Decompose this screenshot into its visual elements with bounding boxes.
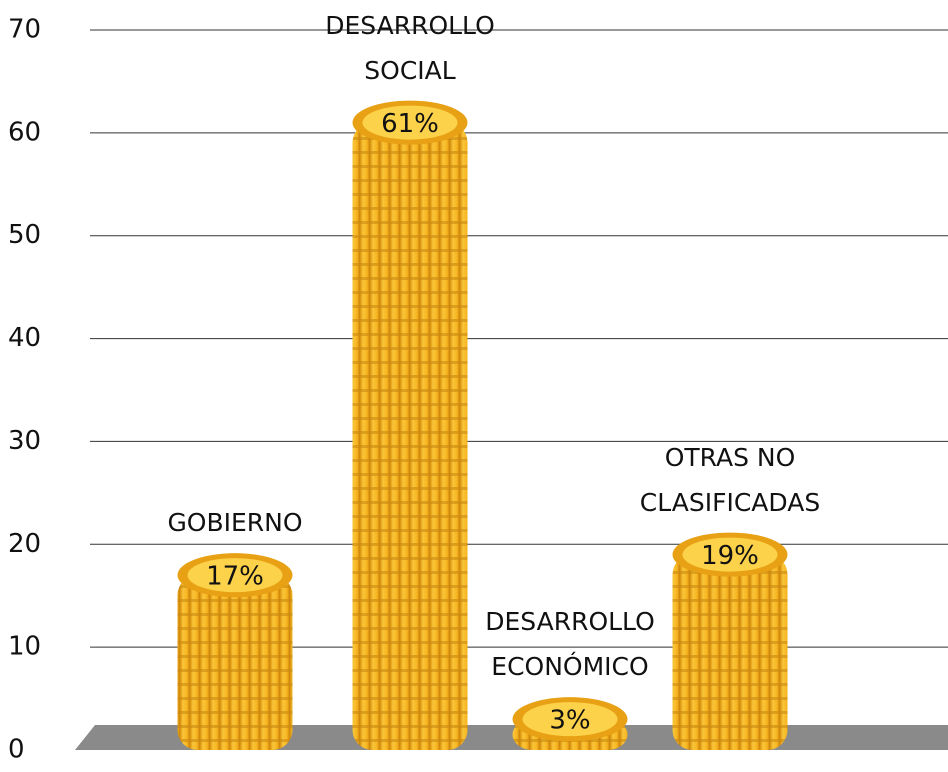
- category-label: DESARROLLO ECONÓMICO: [485, 607, 655, 682]
- y-tick-label: 10: [8, 632, 41, 662]
- value-label: 19%: [701, 541, 759, 571]
- coin-stack: [352, 122, 468, 751]
- y-tick-label: 70: [8, 15, 41, 45]
- coin-stack: [177, 575, 293, 750]
- coin-face: [362, 105, 458, 140]
- value-label: 3%: [549, 706, 590, 736]
- y-tick-label: 50: [8, 220, 41, 250]
- value-label: 61%: [381, 109, 439, 139]
- coin-face: [522, 702, 618, 737]
- coin-face: [187, 558, 283, 593]
- coin-stack: [672, 554, 788, 750]
- y-tick-label: 20: [8, 529, 41, 559]
- y-tick-label: 60: [8, 117, 41, 147]
- y-tick-label: 40: [8, 323, 41, 353]
- value-label: 17%: [206, 562, 264, 592]
- y-tick-label: 30: [8, 426, 41, 456]
- category-label: GOBIERNO: [167, 508, 303, 538]
- y-tick-label: 0: [8, 735, 25, 765]
- coin-face: [682, 537, 778, 572]
- category-label: DESARROLLO SOCIAL: [325, 10, 495, 85]
- category-label: OTRAS NO CLASIFICADAS: [639, 442, 821, 517]
